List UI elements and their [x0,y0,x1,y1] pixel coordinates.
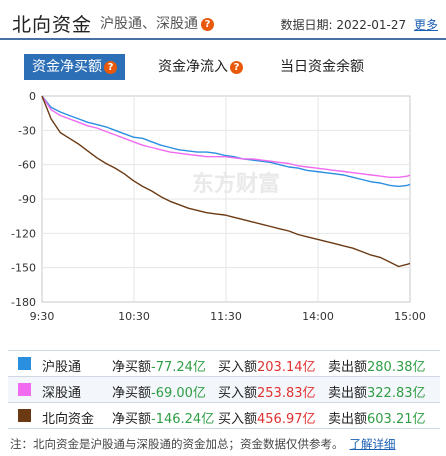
x-tick-label: 14:00 [302,310,334,323]
net-buy: 净买额-69.00亿 [112,382,206,401]
x-tick-label: 11:30 [210,310,242,323]
watermark: 东方财富 [192,171,280,197]
net-value: -69.00亿 [151,386,206,401]
buy-amount: 买入额203.14亿 [218,356,316,375]
help-icon[interactable]: ? [230,60,243,74]
series-name: 深股通 [42,386,82,401]
buy-value: 253.83亿 [257,386,316,401]
buy-amount: 买入额253.83亿 [218,382,316,401]
sell-amount: 卖出额322.83亿 [328,382,426,401]
summary-row-north: 北向资金 净买额-146.24亿 买入额456.97亿 卖出额603.21亿 [8,403,440,429]
page-title: 北向资金 [12,14,93,36]
y-tick-label: -150 [11,262,36,275]
buy-label: 买入额 [218,386,258,401]
tab-net-inflow-label: 资金净流入 [158,59,228,75]
net-label: 净买额 [112,386,152,401]
buy-amount: 买入额456.97亿 [218,408,316,427]
sell-value: 280.38亿 [367,360,426,375]
net-label: 净买额 [112,360,152,375]
buy-label: 买入额 [218,412,258,427]
tab-daily-balance-label: 当日资金余额 [280,59,364,75]
series-line-3 [41,95,411,268]
y-tick-label: -180 [11,296,36,309]
net-label: 净买额 [112,412,152,427]
header: 北向资金 沪股通、深股通? 数据日期: 2022-01-27 更多 [0,0,446,40]
tab-net-buy[interactable]: 资金净买额? [24,54,125,80]
series-name: 北向资金 [42,412,95,427]
date-value: 2022-01-27 [336,18,407,32]
x-tick-label: 10:30 [118,310,150,323]
data-date: 数据日期: 2022-01-27 更多 [281,16,438,33]
net-buy: 净买额-146.24亿 [112,408,214,427]
y-tick-label: -60 [18,159,36,172]
footnote: 注：北向资金是沪股通与深股通的资金加总；资金数据仅供参考。 了解详细 [10,436,396,452]
sell-amount: 卖出额280.38亿 [328,356,426,375]
subtitle-text: 沪股通、深股通 [100,16,198,32]
summary-row-hgt: 沪股通 净买额-77.24亿 买入额203.14亿 卖出额280.38亿 [8,351,440,377]
series-name: 沪股通 [42,360,82,375]
tab-bar: 资金净买额? 资金净流入? 当日资金余额 [0,54,446,80]
sell-amount: 卖出额603.21亿 [328,408,426,427]
help-icon[interactable]: ? [104,60,117,74]
x-tick-label: 15:00 [394,310,426,323]
sell-value: 322.83亿 [367,386,426,401]
buy-value: 456.97亿 [257,412,316,427]
net-value: -146.24亿 [151,412,215,427]
y-tick-label: -30 [18,124,36,137]
footnote-text: 注：北向资金是沪股通与深股通的资金加总；资金数据仅供参考。 [10,437,344,451]
x-tick-label: 9:30 [30,310,55,323]
series-line-2 [41,95,411,178]
y-tick-label: -90 [18,193,36,206]
y-tick-label: 0 [29,90,36,103]
date-label: 数据日期: [280,18,333,32]
sgt-swatch [18,383,31,396]
tab-daily-balance[interactable]: 当日资金余额 [272,54,372,80]
more-link[interactable]: 更多 [413,18,438,32]
sell-value: 603.21亿 [367,412,426,427]
sell-label: 卖出额 [328,386,368,401]
buy-label: 买入额 [218,360,258,375]
net-buy: 净买额-77.24亿 [112,356,206,375]
y-tick-label: -120 [11,227,36,240]
summary-row-sgt: 深股通 净买额-69.00亿 买入额253.83亿 卖出额322.83亿 [8,377,440,403]
tab-net-buy-label: 资金净买额 [32,59,102,75]
help-icon[interactable]: ? [201,17,214,31]
page-subtitle: 沪股通、深股通? [100,13,214,33]
tab-net-inflow[interactable]: 资金净流入? [150,54,251,80]
series-line-1 [41,95,411,188]
summary-table: 沪股通 净买额-77.24亿 买入额203.14亿 卖出额280.38亿 深股通… [8,350,440,429]
learn-more-link[interactable]: 了解详细 [349,437,396,451]
sell-label: 卖出额 [328,360,368,375]
hgt-swatch [18,357,31,370]
chart: 东方财富 0 -30 -60 -90 -120 -150 -180 9:30 10:30 11:30… [0,86,446,330]
north-swatch [18,409,31,422]
sell-label: 卖出额 [328,412,368,427]
buy-value: 203.14亿 [257,360,316,375]
net-value: -77.24亿 [151,360,206,375]
